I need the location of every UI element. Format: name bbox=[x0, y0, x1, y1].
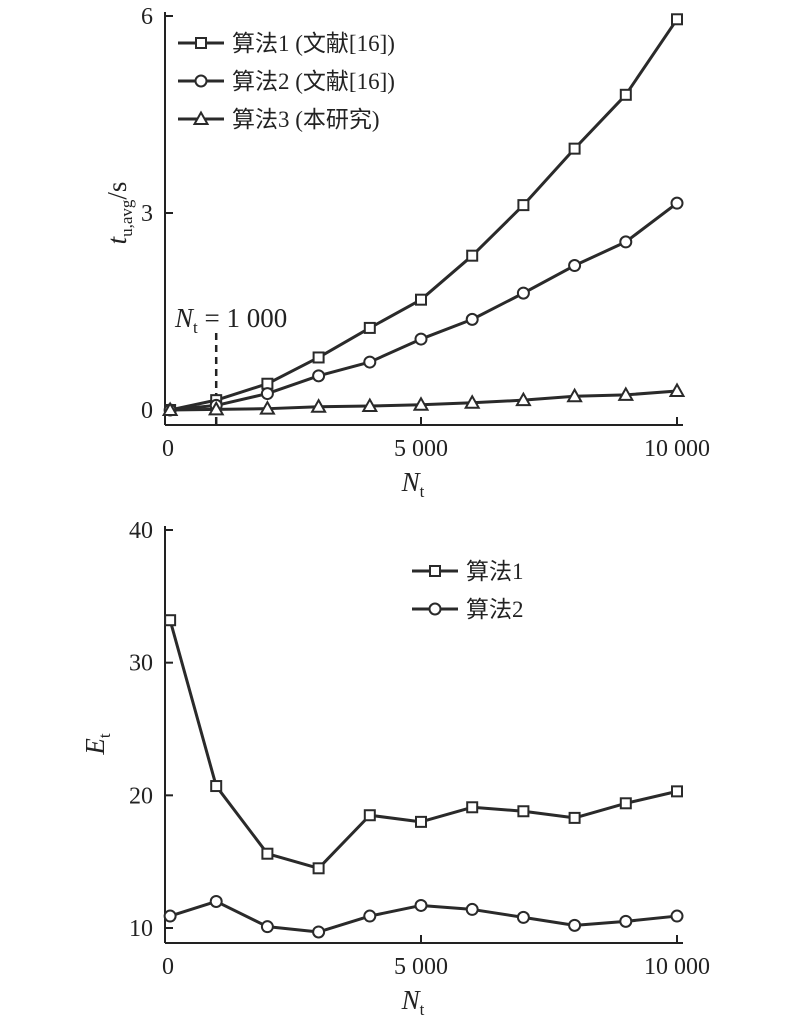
y-tick-label: 20 bbox=[129, 783, 153, 809]
legend: 算法1 算法2 bbox=[412, 559, 524, 622]
data-point bbox=[312, 369, 326, 383]
data-point bbox=[363, 909, 377, 923]
data-point bbox=[516, 910, 530, 924]
data-point bbox=[209, 894, 223, 908]
data-point bbox=[517, 805, 530, 818]
data-point bbox=[415, 293, 427, 306]
x-tick-label: 5 000 bbox=[394, 954, 448, 980]
data-point bbox=[310, 398, 327, 413]
data-point bbox=[412, 396, 430, 411]
series-circle bbox=[163, 894, 684, 939]
legend-label: 算法2 (文献[16]) bbox=[232, 69, 395, 94]
data-point bbox=[568, 259, 582, 273]
data-point bbox=[619, 914, 633, 928]
data-point bbox=[363, 355, 377, 369]
data-point bbox=[261, 847, 274, 860]
chart-1: 0 3 6 0 5 000 10 000 Nt tu,avg/s Nt = 1 000 算法1 (… bbox=[102, 4, 710, 501]
legend-label: 算法1 bbox=[466, 559, 524, 584]
data-point bbox=[568, 142, 581, 155]
data-point bbox=[617, 386, 635, 401]
data-point bbox=[568, 811, 581, 824]
y-tick-label: 6 bbox=[141, 4, 153, 30]
data-point bbox=[465, 902, 479, 916]
y-tick-label: 10 bbox=[129, 916, 153, 942]
data-point bbox=[619, 797, 632, 810]
data-point bbox=[463, 394, 481, 409]
data-point bbox=[312, 925, 326, 939]
data-point bbox=[619, 235, 633, 249]
data-point bbox=[566, 387, 583, 403]
legend-marker bbox=[195, 37, 207, 49]
data-point bbox=[414, 898, 428, 912]
legend-label: 算法2 bbox=[466, 597, 524, 622]
data-point bbox=[161, 401, 179, 416]
y-tick-label: 40 bbox=[129, 518, 153, 544]
data-point bbox=[207, 400, 225, 416]
data-point bbox=[515, 391, 532, 407]
series-line bbox=[168, 619, 678, 870]
data-point bbox=[670, 909, 684, 923]
data-point bbox=[516, 286, 530, 300]
x-tick-label: 10 000 bbox=[644, 954, 710, 980]
legend-marker bbox=[194, 74, 208, 88]
data-point bbox=[465, 312, 479, 326]
data-point bbox=[517, 199, 530, 212]
data-point bbox=[164, 614, 177, 627]
x-tick-label: 10 000 bbox=[644, 436, 710, 462]
annotation-label: Nt = 1 000 bbox=[174, 303, 287, 337]
data-point bbox=[619, 88, 632, 101]
y-tick-label: 3 bbox=[141, 201, 153, 227]
data-point bbox=[363, 809, 376, 822]
data-point bbox=[670, 196, 684, 210]
data-point bbox=[260, 387, 274, 401]
data-point bbox=[568, 918, 582, 932]
y-axis-label: tu,avg/s bbox=[102, 182, 136, 245]
data-point bbox=[163, 909, 177, 923]
series-square bbox=[164, 614, 683, 875]
data-point bbox=[210, 780, 223, 793]
data-point bbox=[671, 785, 683, 798]
legend-label: 算法3 (本研究) bbox=[232, 107, 380, 132]
y-tick-label: 30 bbox=[129, 651, 153, 677]
y-tick-label: 0 bbox=[141, 398, 153, 424]
data-point bbox=[466, 801, 479, 814]
x-tick-label: 5 000 bbox=[394, 436, 448, 462]
x-tick-label: 0 bbox=[162, 436, 174, 462]
data-point bbox=[259, 400, 276, 415]
x-axis-label: Nt bbox=[401, 985, 425, 1019]
data-point bbox=[363, 321, 376, 334]
data-point bbox=[312, 351, 325, 364]
data-point bbox=[466, 249, 479, 262]
legend: 算法1 (文献[16]) 算法2 (文献[16]) 算法3 (本研究) bbox=[178, 31, 395, 132]
legend-label: 算法1 (文献[16]) bbox=[232, 31, 395, 56]
y-axis-label: Et bbox=[80, 733, 114, 756]
data-point bbox=[414, 332, 428, 346]
data-point bbox=[312, 862, 325, 875]
legend-marker bbox=[192, 110, 210, 125]
series-triangle bbox=[161, 382, 686, 416]
legend-marker bbox=[428, 602, 442, 616]
legend-marker bbox=[429, 565, 441, 577]
data-point bbox=[260, 920, 274, 934]
data-point bbox=[671, 13, 683, 26]
x-axis-label: Nt bbox=[401, 467, 425, 501]
data-point bbox=[361, 397, 379, 413]
data-point bbox=[668, 382, 686, 397]
x-tick-label: 0 bbox=[162, 954, 174, 980]
chart-2: 10 20 30 40 0 5 000 10 000 Nt Et 算法1 算法2 bbox=[80, 518, 710, 1019]
data-point bbox=[415, 815, 427, 828]
